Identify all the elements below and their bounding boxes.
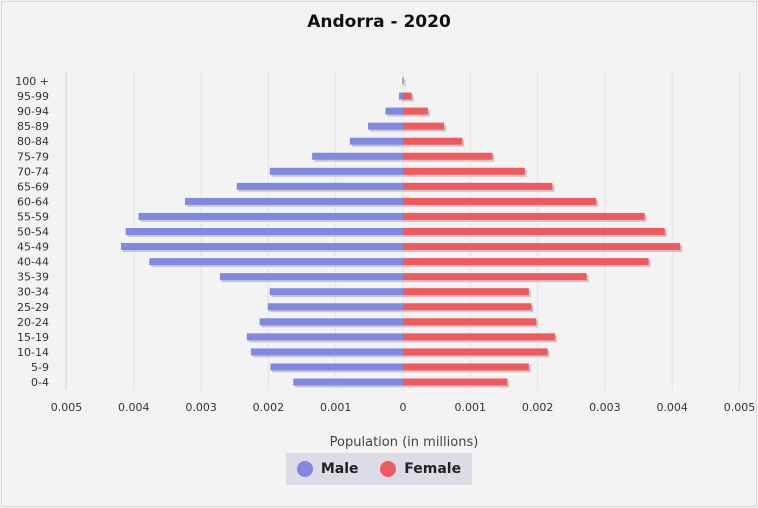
legend-item-female[interactable]: Female bbox=[380, 461, 461, 477]
y-tick-label: 20-24 bbox=[17, 316, 49, 329]
female-bar bbox=[403, 167, 525, 175]
y-tick-label: 90-94 bbox=[17, 105, 49, 118]
y-tick-label: 80-84 bbox=[17, 135, 49, 148]
female-bar bbox=[403, 288, 529, 296]
y-tick-label: 95-99 bbox=[17, 90, 49, 103]
x-axis-label: Population (in millions) bbox=[329, 435, 479, 450]
male-bar bbox=[398, 92, 403, 100]
male-bar bbox=[312, 152, 403, 160]
male-bar bbox=[184, 197, 403, 205]
female-bar bbox=[403, 122, 445, 130]
y-tick-label: 50-54 bbox=[17, 226, 49, 239]
legend-label-male: Male bbox=[320, 461, 359, 477]
y-tick-label: 0-4 bbox=[31, 376, 49, 389]
female-bar bbox=[403, 378, 508, 386]
male-bar bbox=[125, 228, 403, 235]
male-bar bbox=[250, 348, 403, 356]
female-bar bbox=[403, 303, 532, 311]
male-bar bbox=[349, 137, 403, 145]
female-bar bbox=[403, 363, 529, 371]
female-bar bbox=[403, 348, 548, 356]
y-tick-label: 75-79 bbox=[17, 150, 49, 163]
x-tick-label: 0.003 bbox=[185, 401, 217, 414]
x-tick-label: 0.001 bbox=[320, 401, 352, 414]
female-bar bbox=[403, 77, 404, 85]
y-tick-label: 25-29 bbox=[17, 301, 49, 314]
y-tick-label: 65-69 bbox=[17, 180, 49, 193]
y-tick-label: 5-9 bbox=[31, 361, 49, 374]
male-bar bbox=[121, 243, 403, 251]
male-bar bbox=[402, 77, 403, 85]
legend-swatch-female bbox=[380, 461, 397, 477]
male-bar bbox=[138, 212, 404, 220]
male-bar bbox=[269, 288, 403, 296]
x-tick-label: 0.001 bbox=[455, 401, 487, 414]
bar-shadow bbox=[404, 79, 405, 87]
y-tick-label: 60-64 bbox=[17, 195, 49, 208]
x-tick-label: 0.002 bbox=[253, 401, 285, 414]
x-tick-label: 0.003 bbox=[589, 401, 621, 414]
y-tick-label: 55-59 bbox=[17, 210, 49, 223]
female-bar bbox=[403, 318, 537, 326]
y-tick-label: 15-19 bbox=[17, 331, 49, 344]
male-bar bbox=[385, 107, 403, 115]
legend-item-male[interactable]: Male bbox=[296, 461, 359, 477]
male-bar bbox=[267, 303, 403, 311]
female-bar bbox=[403, 137, 463, 145]
female-bar bbox=[403, 92, 412, 100]
x-tick-label: 0.004 bbox=[118, 401, 150, 414]
y-tick-label: 40-44 bbox=[17, 256, 49, 269]
male-bar bbox=[246, 333, 403, 341]
x-tick-label: 0.004 bbox=[656, 401, 688, 414]
female-bar bbox=[403, 182, 553, 190]
male-bar bbox=[219, 273, 403, 281]
bar-shadow bbox=[405, 79, 406, 87]
male-bar bbox=[270, 363, 403, 371]
female-bar bbox=[403, 258, 649, 266]
y-tick-label: 35-39 bbox=[17, 271, 49, 284]
female-bar bbox=[403, 228, 665, 235]
y-tick-label: 30-34 bbox=[17, 286, 49, 299]
female-bar bbox=[403, 107, 428, 115]
legend-swatch-male bbox=[296, 461, 313, 477]
female-bar bbox=[403, 273, 587, 281]
male-bar bbox=[269, 167, 403, 175]
legend: Male Female bbox=[286, 453, 472, 485]
x-tick-label: 0.005 bbox=[724, 401, 756, 414]
legend-label-female: Female bbox=[404, 461, 462, 477]
male-bar bbox=[236, 182, 403, 190]
male-bar bbox=[293, 378, 403, 386]
female-bar bbox=[403, 212, 645, 220]
male-bar bbox=[259, 318, 403, 326]
y-tick-label: 85-89 bbox=[17, 120, 49, 133]
x-tick-label: 0 bbox=[400, 401, 407, 414]
male-bar bbox=[149, 258, 403, 266]
female-bar bbox=[403, 152, 493, 160]
y-tick-label: 100 + bbox=[15, 75, 49, 88]
female-bar bbox=[403, 243, 681, 251]
female-bar bbox=[403, 197, 597, 205]
y-tick-label: 70-74 bbox=[17, 165, 49, 178]
x-tick-label: 0.005 bbox=[51, 401, 83, 414]
y-tick-label: 10-14 bbox=[17, 346, 49, 359]
chart-title: Andorra - 2020 bbox=[307, 12, 451, 32]
female-bar bbox=[403, 333, 556, 341]
male-bar bbox=[368, 122, 403, 130]
y-tick-label: 45-49 bbox=[17, 241, 49, 254]
x-tick-label: 0.002 bbox=[522, 401, 554, 414]
